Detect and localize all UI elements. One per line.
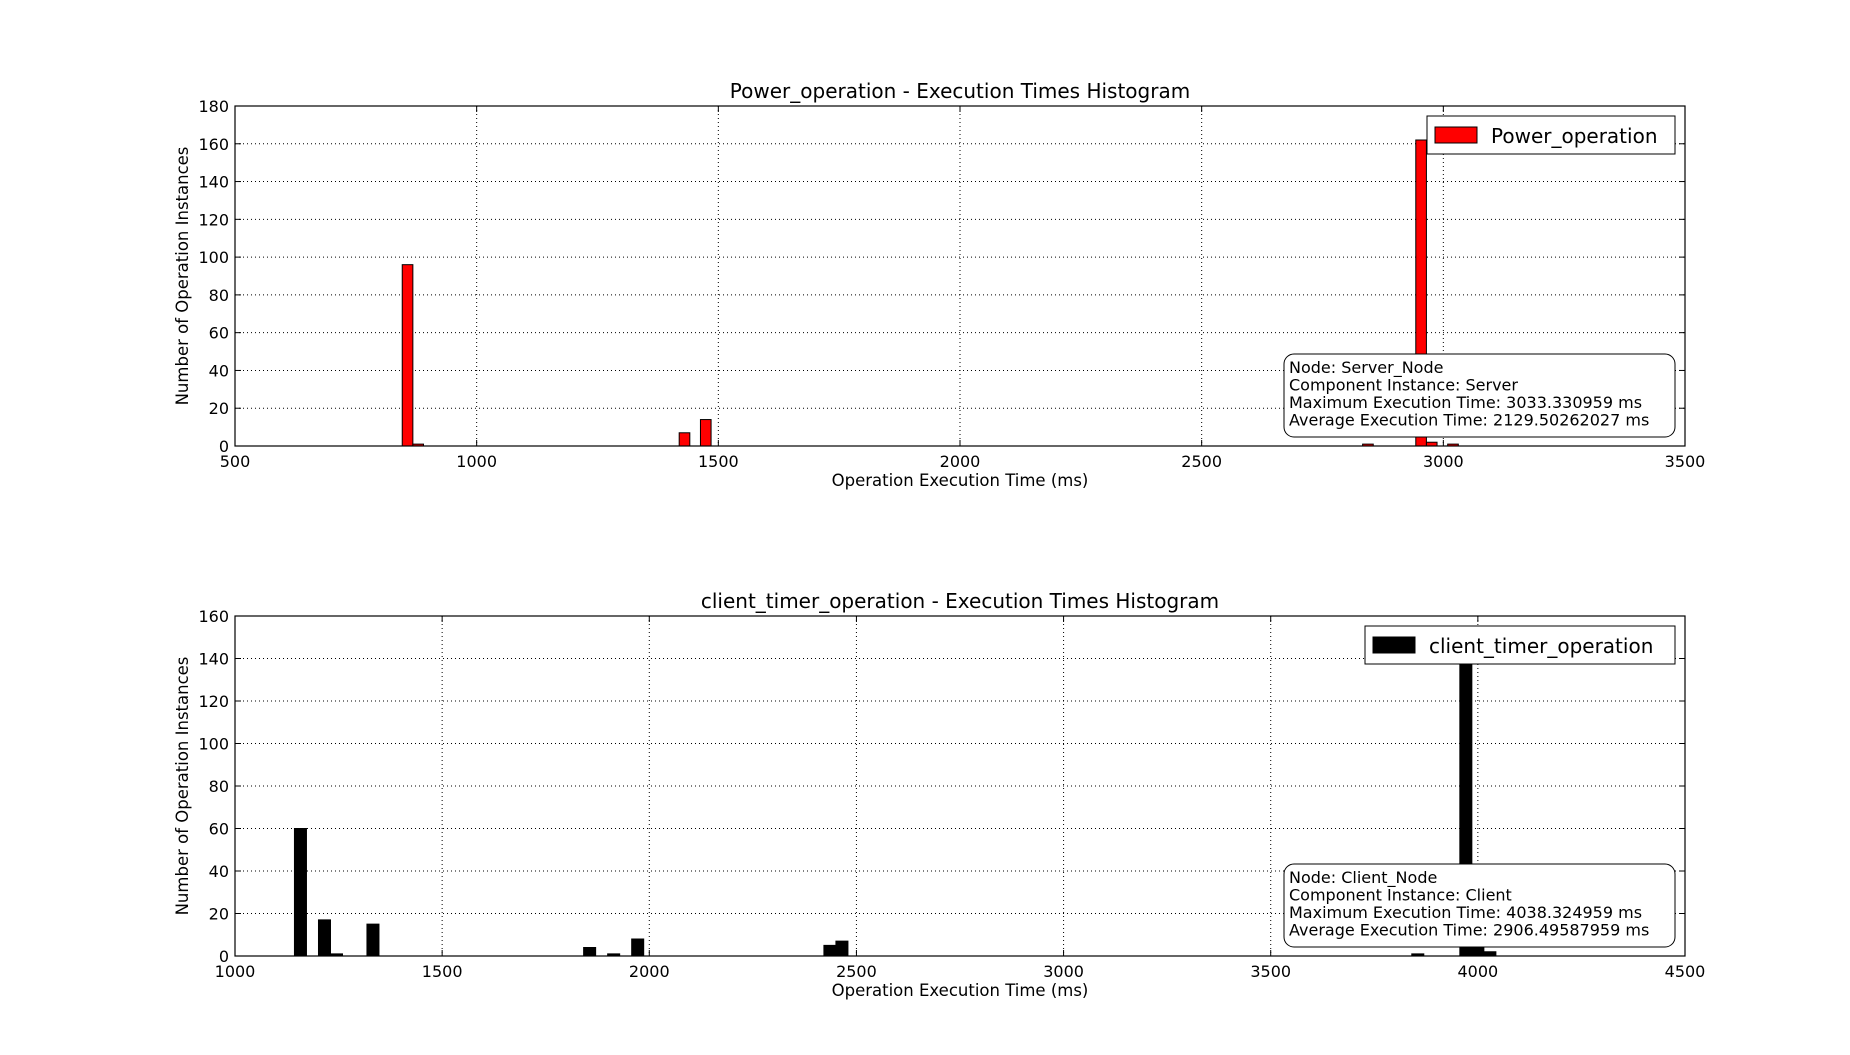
x-tick-label: 3000: [1423, 452, 1464, 471]
x-tick-label: 4000: [1457, 962, 1498, 981]
legend-box: [1364, 625, 1676, 665]
histogram-bar: [366, 923, 380, 957]
x-tick-label: 3500: [1250, 962, 1291, 981]
chart-title: Power_operation - Execution Times Histog…: [730, 79, 1190, 103]
y-tick-label: 160: [198, 135, 229, 154]
histogram-bar: [401, 264, 414, 447]
legend-label: client_timer_operation: [1429, 634, 1653, 658]
chart-title: client_timer_operation - Execution Times…: [701, 589, 1219, 613]
x-tick-label: 3500: [1665, 452, 1706, 471]
histogram-bar: [631, 938, 645, 957]
x-tick-label: 2500: [1181, 452, 1222, 471]
histogram-bar: [699, 419, 712, 447]
x-tick-label: 2000: [629, 962, 670, 981]
legend-swatch: [1372, 636, 1416, 654]
x-axis-label: Operation Execution Time (ms): [832, 981, 1089, 1000]
x-axis-label: Operation Execution Time (ms): [832, 471, 1089, 490]
info-box-line: Average Execution Time: 2906.49587959 ms: [1289, 921, 1649, 940]
x-tick-label: 1500: [698, 452, 739, 471]
legend-swatch: [1434, 126, 1478, 144]
histogram-bar: [1483, 951, 1497, 957]
y-tick-label: 140: [198, 173, 229, 192]
y-axis-label: Number of Operation Instances: [173, 657, 192, 916]
y-tick-label: 160: [198, 607, 229, 626]
info-box-line: Average Execution Time: 2129.50262027 ms: [1289, 411, 1649, 430]
histogram-bar: [317, 919, 331, 957]
y-tick-label: 60: [209, 820, 229, 839]
y-tick-label: 100: [198, 248, 229, 267]
legend-label: Power_operation: [1491, 124, 1658, 148]
info-box-line: Node: Client_Node: [1289, 868, 1437, 888]
x-tick-label: 4500: [1665, 962, 1706, 981]
histogram-bar: [583, 947, 597, 957]
y-tick-label: 180: [198, 97, 229, 116]
y-tick-label: 100: [198, 735, 229, 754]
histogram-bar: [823, 944, 837, 957]
info-box: [1283, 353, 1676, 438]
y-tick-label: 20: [209, 905, 229, 924]
y-tick-label: 0: [219, 947, 229, 966]
chart-client-timer-operation: 1000 1500 2000 2500 3000 3500 4000 4500 0 20 40 60 8…: [173, 589, 1705, 1000]
histogram-bar: [835, 940, 849, 957]
y-tick-label: 120: [198, 210, 229, 229]
y-tick-label: 20: [209, 399, 229, 418]
chart-power-operation: 500 1000 1500 2000 2500 3000 3500 0 20 40 60 80 100 1…: [173, 79, 1705, 490]
x-tick-label: 3000: [1043, 962, 1084, 981]
info-box-line: Component Instance: Client: [1289, 886, 1512, 905]
x-tick-label: 2500: [836, 962, 877, 981]
y-tick-label: 80: [209, 286, 229, 305]
x-tick-label: 500: [220, 452, 251, 471]
x-tick-label: 2000: [940, 452, 981, 471]
info-box-line: Node: Server_Node: [1289, 358, 1443, 378]
info-box-line: Maximum Execution Time: 3033.330959 ms: [1289, 393, 1642, 412]
x-tick-label: 1000: [215, 962, 256, 981]
y-tick-label: 80: [209, 777, 229, 796]
y-tick-label: 40: [209, 862, 229, 881]
info-box-line: Maximum Execution Time: 4038.324959 ms: [1289, 903, 1642, 922]
y-tick-label: 120: [198, 692, 229, 711]
y-tick-label: 40: [209, 361, 229, 380]
histogram-bar: [293, 828, 307, 957]
y-tick-label: 0: [219, 437, 229, 456]
y-tick-label: 140: [198, 650, 229, 669]
y-tick-label: 60: [209, 324, 229, 343]
info-box-line: Component Instance: Server: [1289, 376, 1518, 395]
x-tick-label: 1500: [422, 962, 463, 981]
histogram-bar: [678, 432, 691, 447]
x-tick-label: 1000: [456, 452, 497, 471]
y-axis-label: Number of Operation Instances: [173, 147, 192, 406]
info-box: [1283, 863, 1676, 948]
